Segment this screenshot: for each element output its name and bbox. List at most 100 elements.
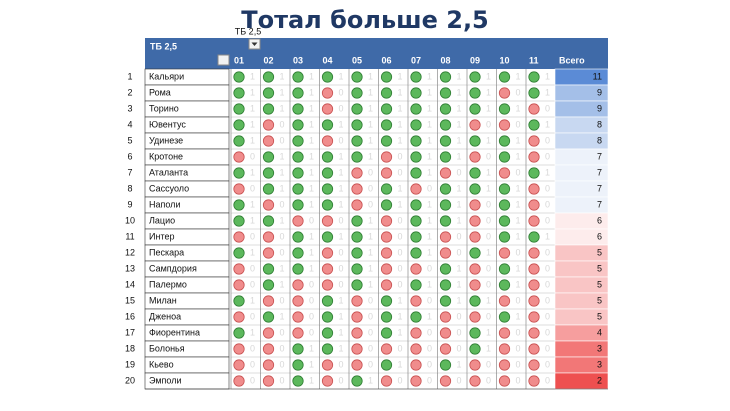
result-dot bbox=[410, 231, 422, 243]
result-dot bbox=[469, 295, 481, 307]
result-value: 1 bbox=[250, 215, 255, 225]
result-value: 1 bbox=[309, 375, 314, 385]
result-dot bbox=[321, 359, 334, 371]
result-dot bbox=[528, 87, 540, 99]
total-value: 7 bbox=[597, 199, 602, 209]
sort-button[interactable] bbox=[217, 54, 230, 66]
total-value: 7 bbox=[597, 151, 602, 161]
result-value: 1 bbox=[545, 231, 550, 241]
result-dot bbox=[351, 119, 363, 131]
result-dot bbox=[233, 247, 245, 259]
result-dot bbox=[439, 343, 452, 355]
row-number: 6 bbox=[127, 151, 132, 161]
result-dot bbox=[292, 119, 304, 131]
result-dot bbox=[321, 71, 334, 83]
result-dot bbox=[439, 151, 452, 163]
result-dot bbox=[262, 295, 275, 307]
total-value: 2 bbox=[597, 375, 602, 385]
result-dot bbox=[380, 343, 393, 355]
result-value: 1 bbox=[398, 295, 403, 305]
result-value: 0 bbox=[457, 167, 462, 177]
result-dot bbox=[380, 359, 393, 371]
result-dot bbox=[528, 71, 540, 83]
result-value: 0 bbox=[339, 103, 344, 113]
result-value: 0 bbox=[250, 343, 255, 353]
result-dot bbox=[321, 247, 334, 259]
result-dot bbox=[292, 295, 304, 307]
total-value: 5 bbox=[597, 247, 602, 257]
result-value: 1 bbox=[339, 119, 344, 129]
result-value: 1 bbox=[309, 87, 314, 97]
result-dot bbox=[380, 199, 393, 211]
result-dot bbox=[380, 151, 393, 163]
result-value: 0 bbox=[280, 199, 285, 209]
result-dot bbox=[321, 279, 334, 291]
result-value: 1 bbox=[309, 247, 314, 257]
result-value: 1 bbox=[516, 279, 521, 289]
result-dot bbox=[262, 135, 275, 147]
result-dot bbox=[439, 103, 452, 115]
result-value: 1 bbox=[280, 311, 285, 321]
result-value: 1 bbox=[309, 151, 314, 161]
total-value: 5 bbox=[597, 311, 602, 321]
result-value: 1 bbox=[398, 199, 403, 209]
result-dot bbox=[233, 359, 245, 371]
team-name: Кальяри bbox=[149, 71, 184, 81]
result-dot bbox=[410, 295, 422, 307]
result-dot bbox=[262, 279, 275, 291]
result-value: 1 bbox=[309, 183, 314, 193]
result-value: 1 bbox=[457, 87, 462, 97]
result-value: 0 bbox=[486, 231, 491, 241]
team-name: Эмполи bbox=[149, 375, 182, 385]
result-dot bbox=[469, 199, 481, 211]
result-value: 1 bbox=[339, 167, 344, 177]
result-dot bbox=[439, 311, 452, 323]
team-name: Удинезе bbox=[149, 135, 183, 145]
team-name: Наполи bbox=[149, 199, 180, 209]
result-dot bbox=[262, 215, 275, 227]
result-value: 1 bbox=[309, 119, 314, 129]
result-dot bbox=[380, 263, 393, 275]
result-dot bbox=[262, 87, 275, 99]
result-value: 1 bbox=[427, 167, 432, 177]
result-value: 1 bbox=[368, 231, 373, 241]
result-value: 1 bbox=[486, 103, 491, 113]
result-value: 0 bbox=[545, 103, 550, 113]
result-value: 1 bbox=[368, 279, 373, 289]
result-dot bbox=[439, 135, 452, 147]
result-dot bbox=[498, 71, 511, 83]
result-dot bbox=[292, 279, 304, 291]
result-value: 0 bbox=[398, 167, 403, 177]
result-value: 0 bbox=[280, 247, 285, 257]
result-dot bbox=[262, 231, 275, 243]
result-value: 1 bbox=[368, 135, 373, 145]
result-value: 0 bbox=[545, 311, 550, 321]
total-value: 11 bbox=[593, 71, 602, 81]
result-dot bbox=[528, 167, 540, 179]
result-value: 1 bbox=[516, 71, 521, 81]
result-value: 1 bbox=[250, 119, 255, 129]
result-value: 0 bbox=[250, 359, 255, 369]
result-value: 1 bbox=[250, 87, 255, 97]
result-value: 0 bbox=[368, 311, 373, 321]
result-dot bbox=[233, 311, 245, 323]
result-value: 0 bbox=[457, 327, 462, 337]
result-dot bbox=[439, 87, 452, 99]
result-dot bbox=[410, 151, 422, 163]
row-number: 10 bbox=[125, 215, 135, 225]
result-value: 1 bbox=[280, 183, 285, 193]
result-dot bbox=[262, 119, 275, 131]
result-value: 0 bbox=[516, 359, 521, 369]
total-header: Всего bbox=[559, 55, 585, 65]
result-dot bbox=[528, 103, 540, 115]
result-dot bbox=[292, 135, 304, 147]
result-dot bbox=[233, 279, 245, 291]
result-value: 0 bbox=[339, 87, 344, 97]
result-dot bbox=[469, 103, 481, 115]
result-dot bbox=[262, 199, 275, 211]
result-dot bbox=[262, 311, 275, 323]
total-value: 9 bbox=[597, 103, 602, 113]
result-dot bbox=[292, 215, 304, 227]
result-dot bbox=[410, 71, 422, 83]
